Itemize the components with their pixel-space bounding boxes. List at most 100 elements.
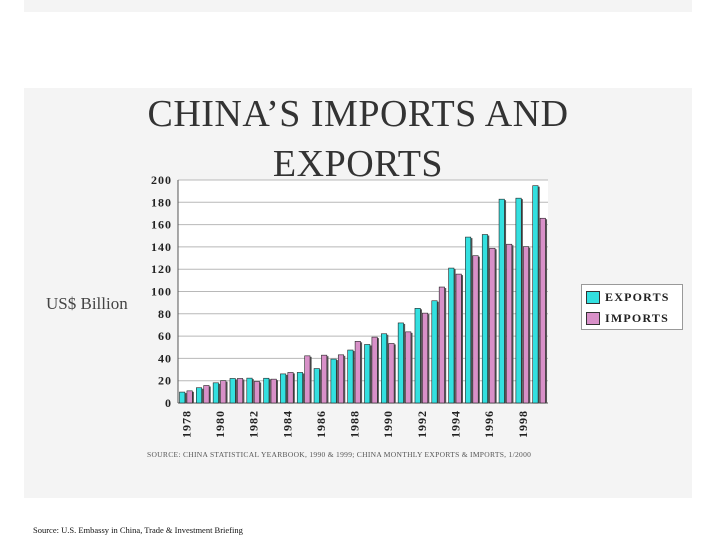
bar-imports [455, 273, 462, 404]
legend-item-exports: EXPORTS [586, 289, 670, 305]
bar-imports-shade [192, 391, 194, 403]
x-tick-label: 1988 [348, 410, 362, 438]
bar-imports [489, 247, 496, 404]
legend-item-imports: IMPORTS [586, 310, 669, 326]
bar-imports [388, 343, 395, 404]
x-tick-label: 1996 [482, 410, 496, 438]
bar-imports-shade [444, 288, 447, 403]
bar-exports [431, 300, 438, 404]
bar-exports-shade [436, 301, 439, 403]
chart-legend: EXPORTS IMPORTS [581, 284, 683, 330]
bar-imports [186, 390, 193, 404]
bar-imports [203, 385, 210, 404]
bar-imports [237, 378, 244, 404]
bar-exports-shade [453, 269, 456, 403]
x-tick-label: 1978 [179, 410, 193, 438]
bar-imports [337, 354, 344, 404]
y-tick-label: 180 [151, 195, 172, 209]
bar-exports [229, 378, 236, 404]
bar-exports-shade [251, 379, 254, 403]
bar-exports [330, 358, 337, 404]
legend-label-imports: IMPORTS [605, 310, 669, 325]
x-tick-label: 1992 [415, 410, 429, 438]
y-tick-label: 80 [158, 307, 172, 321]
bar-exports-shade [369, 345, 372, 403]
bar-imports-shade [208, 386, 211, 403]
x-tick-label: 1984 [280, 410, 294, 438]
bar-imports-shade [276, 380, 278, 403]
bar-imports [253, 381, 260, 404]
bar-exports-shade [302, 373, 305, 403]
bar-exports-shade [537, 186, 540, 403]
bar-imports-shade [259, 382, 262, 403]
bar-imports [354, 341, 361, 404]
bar-exports [397, 322, 404, 404]
bar-imports [405, 331, 412, 404]
bar-exports-shade [336, 360, 338, 403]
bar-exports-shade [201, 388, 204, 403]
bar-imports-shade [360, 342, 363, 403]
bar-exports-shade [235, 379, 237, 403]
bar-imports [270, 378, 277, 404]
bar-imports-shade [461, 275, 463, 403]
bar-exports [212, 382, 219, 404]
legend-swatch-exports [586, 290, 600, 304]
bar-imports-shade [225, 381, 228, 403]
y-tick-label: 40 [158, 351, 172, 365]
bar-exports [515, 197, 522, 404]
bar-imports [422, 312, 429, 404]
bar-exports [296, 372, 303, 404]
bar-exports [532, 185, 539, 404]
bar-imports-shade [393, 344, 396, 403]
bar-imports [220, 380, 227, 404]
x-tick-label: 1998 [516, 410, 530, 438]
y-tick-label: 200 [151, 173, 172, 187]
bar-imports-shade [494, 249, 497, 403]
bar-exports [280, 373, 287, 404]
bar-exports [465, 236, 472, 404]
top-band [24, 0, 692, 12]
x-tick-label: 1994 [449, 410, 463, 438]
bar-exports-shade [403, 323, 406, 403]
bar-imports [321, 354, 328, 404]
bar-imports [472, 255, 479, 404]
bar-exports [196, 387, 203, 404]
bar-exports [364, 344, 371, 404]
legend-label-exports: EXPORTS [605, 289, 670, 304]
bar-exports-shade [184, 393, 187, 403]
bar-imports [287, 372, 294, 404]
bar-imports-shade [410, 332, 413, 403]
bar-exports [179, 391, 186, 404]
bar-exports-shade [504, 200, 507, 403]
x-tick-label: 1982 [247, 410, 261, 438]
bar-imports-shade [528, 247, 531, 403]
chart-title-line-2: EXPORTS [272, 143, 444, 185]
bar-exports [448, 267, 455, 404]
bar-imports-shade [326, 356, 329, 403]
bar-imports [304, 355, 311, 404]
bar-exports [263, 377, 270, 404]
bar-exports-shade [285, 374, 288, 403]
bar-exports-shade [319, 369, 322, 403]
y-tick-label: 20 [158, 374, 172, 388]
bar-exports-shade [521, 199, 523, 403]
bar-imports-shade [478, 256, 480, 403]
bar-exports [481, 234, 488, 404]
y-tick-label: 0 [165, 396, 172, 410]
bar-exports [381, 333, 388, 404]
chart-source-note: SOURCE: CHINA STATISTICAL YEARBOOK, 1990… [147, 450, 532, 459]
chart-title-line-1: CHINA’S IMPORTS AND [147, 93, 569, 135]
bar-exports [347, 349, 354, 404]
bar-exports-shade [386, 334, 389, 403]
bar-exports-shade [470, 238, 473, 403]
bar-imports-shade [343, 355, 346, 403]
bar-imports-shade [293, 373, 295, 403]
footer-source: Source: U.S. Embassy in China, Trade & I… [33, 525, 243, 535]
bar-imports [371, 336, 378, 404]
bar-imports-shade [545, 219, 548, 403]
y-axis-label: US$ Billion [46, 294, 128, 313]
bar-imports-shade [309, 356, 312, 403]
y-tick-label: 120 [151, 262, 172, 276]
y-tick-label: 160 [151, 218, 172, 232]
